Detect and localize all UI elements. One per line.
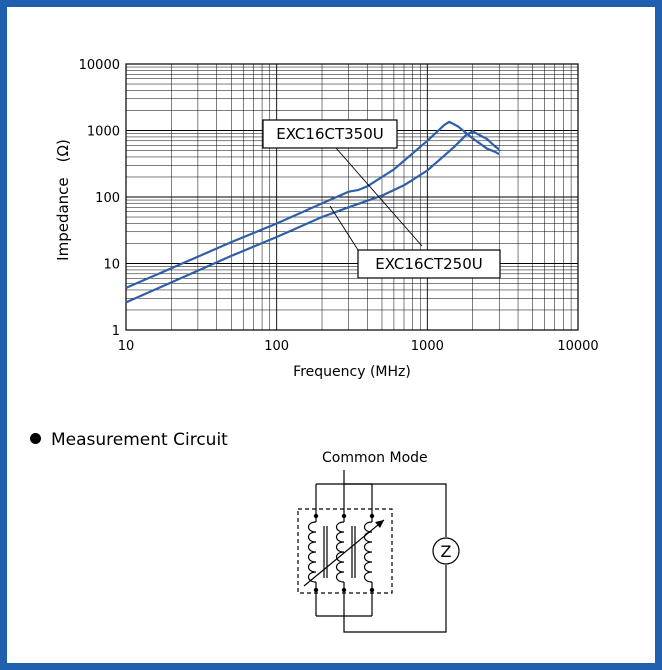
component-enclosure: [297, 508, 393, 594]
coil-3: [363, 521, 373, 583]
meter-symbol: Z: [441, 542, 452, 561]
x-tick-label: 100: [264, 339, 289, 354]
annotation-leader-exc16ct250u: [329, 205, 359, 251]
annotation-box-exc16ct350u: [262, 119, 398, 149]
variable-arrow: [303, 519, 385, 587]
impedance-meter: [432, 537, 460, 565]
annotation-label-exc16ct350u: EXC16CT350U: [276, 125, 383, 143]
core-lines: [323, 526, 356, 578]
y-tick-label: 100: [95, 191, 120, 206]
arrow-head-icon: [375, 520, 384, 528]
bullet-icon: [30, 433, 41, 444]
circuit-wire-top: [343, 470, 447, 537]
annotation-leader-exc16ct350u: [335, 147, 423, 247]
coil-1: [307, 521, 317, 583]
x-axis-label: Frequency (MHz): [293, 364, 411, 380]
series-line-exc16ct350u: [125, 120, 500, 289]
coil-2: [335, 521, 345, 583]
annotation-label-exc16ct250u: EXC16CT250U: [375, 255, 482, 273]
y-tick-label: 1000: [87, 125, 120, 140]
measurement-circuit-title: Measurement Circuit: [51, 430, 228, 450]
x-tick-label: 10: [118, 339, 135, 354]
chart-annotations: EXC16CT350U EXC16CT250U: [262, 119, 501, 279]
x-tick-label: 10000: [557, 339, 598, 354]
common-mode-label: Common Mode: [322, 450, 428, 466]
y-tick-label: 10: [103, 258, 120, 273]
x-tick-label: 1000: [411, 339, 444, 354]
y-axis-label: Impedance (Ω): [54, 139, 72, 261]
circuit-wire-bottom: [343, 565, 447, 633]
series-line-exc16ct250u: [125, 130, 500, 304]
chart-series: [125, 120, 500, 304]
y-tick-label: 1: [112, 324, 120, 339]
annotation-box-exc16ct250u: [357, 249, 501, 279]
measurement-circuit-heading: Measurement Circuit: [30, 430, 228, 450]
plot-border: [125, 63, 579, 331]
chart-grid: [125, 63, 579, 331]
y-tick-label: 10000: [79, 58, 120, 73]
